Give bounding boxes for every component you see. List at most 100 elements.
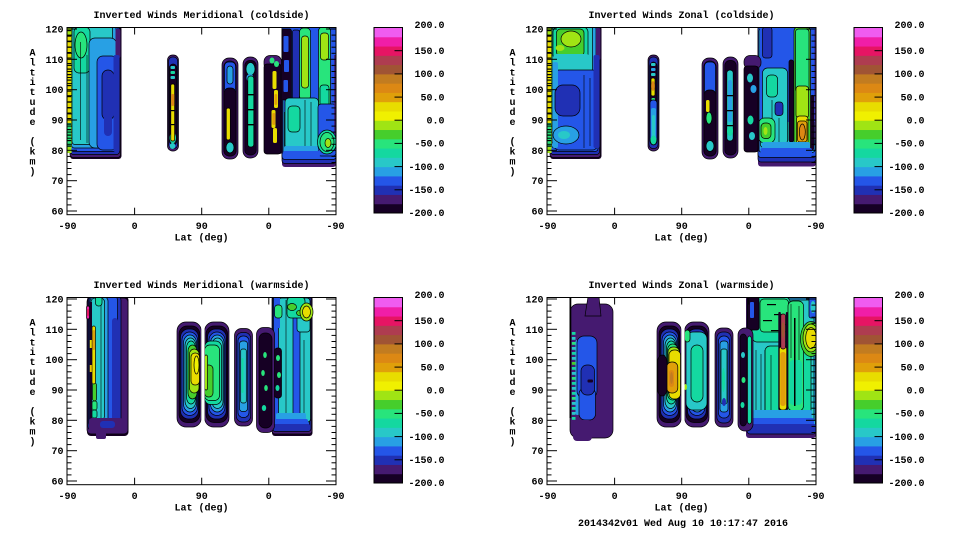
svg-text:(: ( bbox=[29, 137, 35, 149]
svg-text:70: 70 bbox=[51, 447, 63, 458]
svg-text:0: 0 bbox=[612, 492, 618, 503]
svg-text:200.0: 200.0 bbox=[414, 291, 444, 302]
svg-text:100.0: 100.0 bbox=[414, 70, 444, 81]
svg-text:Inverted Winds Meridional (war: Inverted Winds Meridional (warmside) bbox=[93, 280, 309, 292]
svg-text:120: 120 bbox=[45, 26, 63, 37]
svg-text:70: 70 bbox=[531, 447, 543, 458]
svg-text:200.0: 200.0 bbox=[894, 21, 924, 32]
svg-text:50.0: 50.0 bbox=[900, 93, 924, 104]
svg-text:(: ( bbox=[509, 407, 515, 419]
svg-text:90: 90 bbox=[51, 387, 63, 398]
svg-text:-100.0: -100.0 bbox=[888, 163, 924, 174]
svg-text:Lat (deg): Lat (deg) bbox=[654, 503, 708, 515]
svg-text:u: u bbox=[509, 98, 515, 109]
svg-text:l: l bbox=[509, 327, 515, 339]
svg-text:200.0: 200.0 bbox=[414, 21, 444, 32]
svg-text:80: 80 bbox=[51, 417, 63, 428]
svg-text:60: 60 bbox=[51, 478, 63, 489]
svg-text:100.0: 100.0 bbox=[894, 70, 924, 81]
svg-text:150.0: 150.0 bbox=[894, 317, 924, 328]
svg-text:100: 100 bbox=[45, 356, 63, 367]
svg-text:u: u bbox=[29, 368, 35, 379]
svg-text:0.0: 0.0 bbox=[426, 386, 444, 397]
svg-text:Lat (deg): Lat (deg) bbox=[174, 503, 228, 515]
svg-text:0.0: 0.0 bbox=[426, 117, 444, 128]
svg-text:e: e bbox=[29, 118, 35, 129]
svg-text:t: t bbox=[29, 338, 35, 349]
svg-text:i: i bbox=[29, 77, 35, 89]
svg-text:0: 0 bbox=[266, 492, 272, 503]
svg-text:-200.0: -200.0 bbox=[408, 209, 444, 220]
svg-text:100: 100 bbox=[525, 86, 543, 97]
svg-text:-200.0: -200.0 bbox=[408, 479, 444, 490]
svg-text:0: 0 bbox=[612, 222, 618, 233]
svg-text:-150.0: -150.0 bbox=[888, 186, 924, 197]
svg-text:Inverted Winds Meridional (col: Inverted Winds Meridional (coldside) bbox=[93, 10, 309, 22]
svg-text:90: 90 bbox=[51, 117, 63, 128]
svg-text:-90: -90 bbox=[326, 492, 344, 503]
svg-text:70: 70 bbox=[51, 177, 63, 188]
svg-text:80: 80 bbox=[51, 147, 63, 158]
svg-text:Inverted Winds Zonal (warmside: Inverted Winds Zonal (warmside) bbox=[588, 280, 774, 292]
svg-text:A: A bbox=[509, 49, 515, 60]
svg-text:m: m bbox=[509, 427, 515, 438]
svg-text:k: k bbox=[509, 417, 515, 429]
svg-text:150.0: 150.0 bbox=[414, 47, 444, 58]
svg-text:-90: -90 bbox=[806, 492, 824, 503]
svg-text:0: 0 bbox=[746, 222, 752, 233]
svg-text:t: t bbox=[509, 338, 515, 349]
svg-text:90: 90 bbox=[676, 492, 688, 503]
svg-text:t: t bbox=[509, 68, 515, 79]
svg-text:100: 100 bbox=[45, 86, 63, 97]
svg-text:-50.0: -50.0 bbox=[414, 140, 444, 151]
svg-text:t: t bbox=[509, 358, 515, 369]
svg-text:-150.0: -150.0 bbox=[888, 456, 924, 467]
svg-text:l: l bbox=[509, 57, 515, 69]
svg-text:t: t bbox=[509, 88, 515, 99]
svg-text:m: m bbox=[29, 157, 35, 168]
svg-text:110: 110 bbox=[525, 56, 543, 67]
svg-text:150.0: 150.0 bbox=[894, 47, 924, 58]
svg-text:0: 0 bbox=[746, 492, 752, 503]
svg-text:0: 0 bbox=[132, 222, 138, 233]
svg-text:m: m bbox=[29, 427, 35, 438]
svg-text:-50.0: -50.0 bbox=[414, 410, 444, 421]
svg-text:-90: -90 bbox=[538, 222, 556, 233]
svg-text:80: 80 bbox=[531, 417, 543, 428]
svg-text:-100.0: -100.0 bbox=[888, 433, 924, 444]
svg-text:d: d bbox=[509, 107, 515, 119]
svg-text:k: k bbox=[29, 417, 35, 429]
svg-text:t: t bbox=[29, 358, 35, 369]
svg-text:Lat (deg): Lat (deg) bbox=[654, 233, 708, 245]
svg-text:-90: -90 bbox=[806, 222, 824, 233]
svg-text:90: 90 bbox=[531, 117, 543, 128]
svg-text:-50.0: -50.0 bbox=[894, 410, 924, 421]
svg-text:-200.0: -200.0 bbox=[888, 209, 924, 220]
svg-text:u: u bbox=[509, 368, 515, 379]
svg-text:-200.0: -200.0 bbox=[888, 479, 924, 490]
svg-text:Lat (deg): Lat (deg) bbox=[174, 233, 228, 245]
svg-text:-150.0: -150.0 bbox=[408, 186, 444, 197]
svg-text:200.0: 200.0 bbox=[894, 291, 924, 302]
svg-text:90: 90 bbox=[196, 222, 208, 233]
svg-text:i: i bbox=[29, 347, 35, 359]
svg-text:k: k bbox=[509, 147, 515, 159]
svg-text:50.0: 50.0 bbox=[900, 363, 924, 374]
svg-text:e: e bbox=[29, 388, 35, 399]
svg-text:): ) bbox=[509, 436, 515, 448]
svg-text:): ) bbox=[29, 166, 35, 178]
svg-text:(: ( bbox=[509, 137, 515, 149]
svg-text:d: d bbox=[29, 377, 35, 389]
svg-text:50.0: 50.0 bbox=[420, 363, 444, 374]
svg-text:60: 60 bbox=[531, 208, 543, 219]
svg-text:u: u bbox=[29, 98, 35, 109]
svg-text:Inverted Winds Zonal (coldside: Inverted Winds Zonal (coldside) bbox=[588, 10, 774, 22]
svg-text:k: k bbox=[29, 147, 35, 159]
svg-text:e: e bbox=[509, 388, 515, 399]
svg-text:60: 60 bbox=[51, 208, 63, 219]
svg-text:A: A bbox=[509, 319, 515, 330]
svg-text:-90: -90 bbox=[58, 492, 76, 503]
svg-text:d: d bbox=[509, 377, 515, 389]
svg-text:90: 90 bbox=[531, 387, 543, 398]
svg-text:90: 90 bbox=[196, 492, 208, 503]
